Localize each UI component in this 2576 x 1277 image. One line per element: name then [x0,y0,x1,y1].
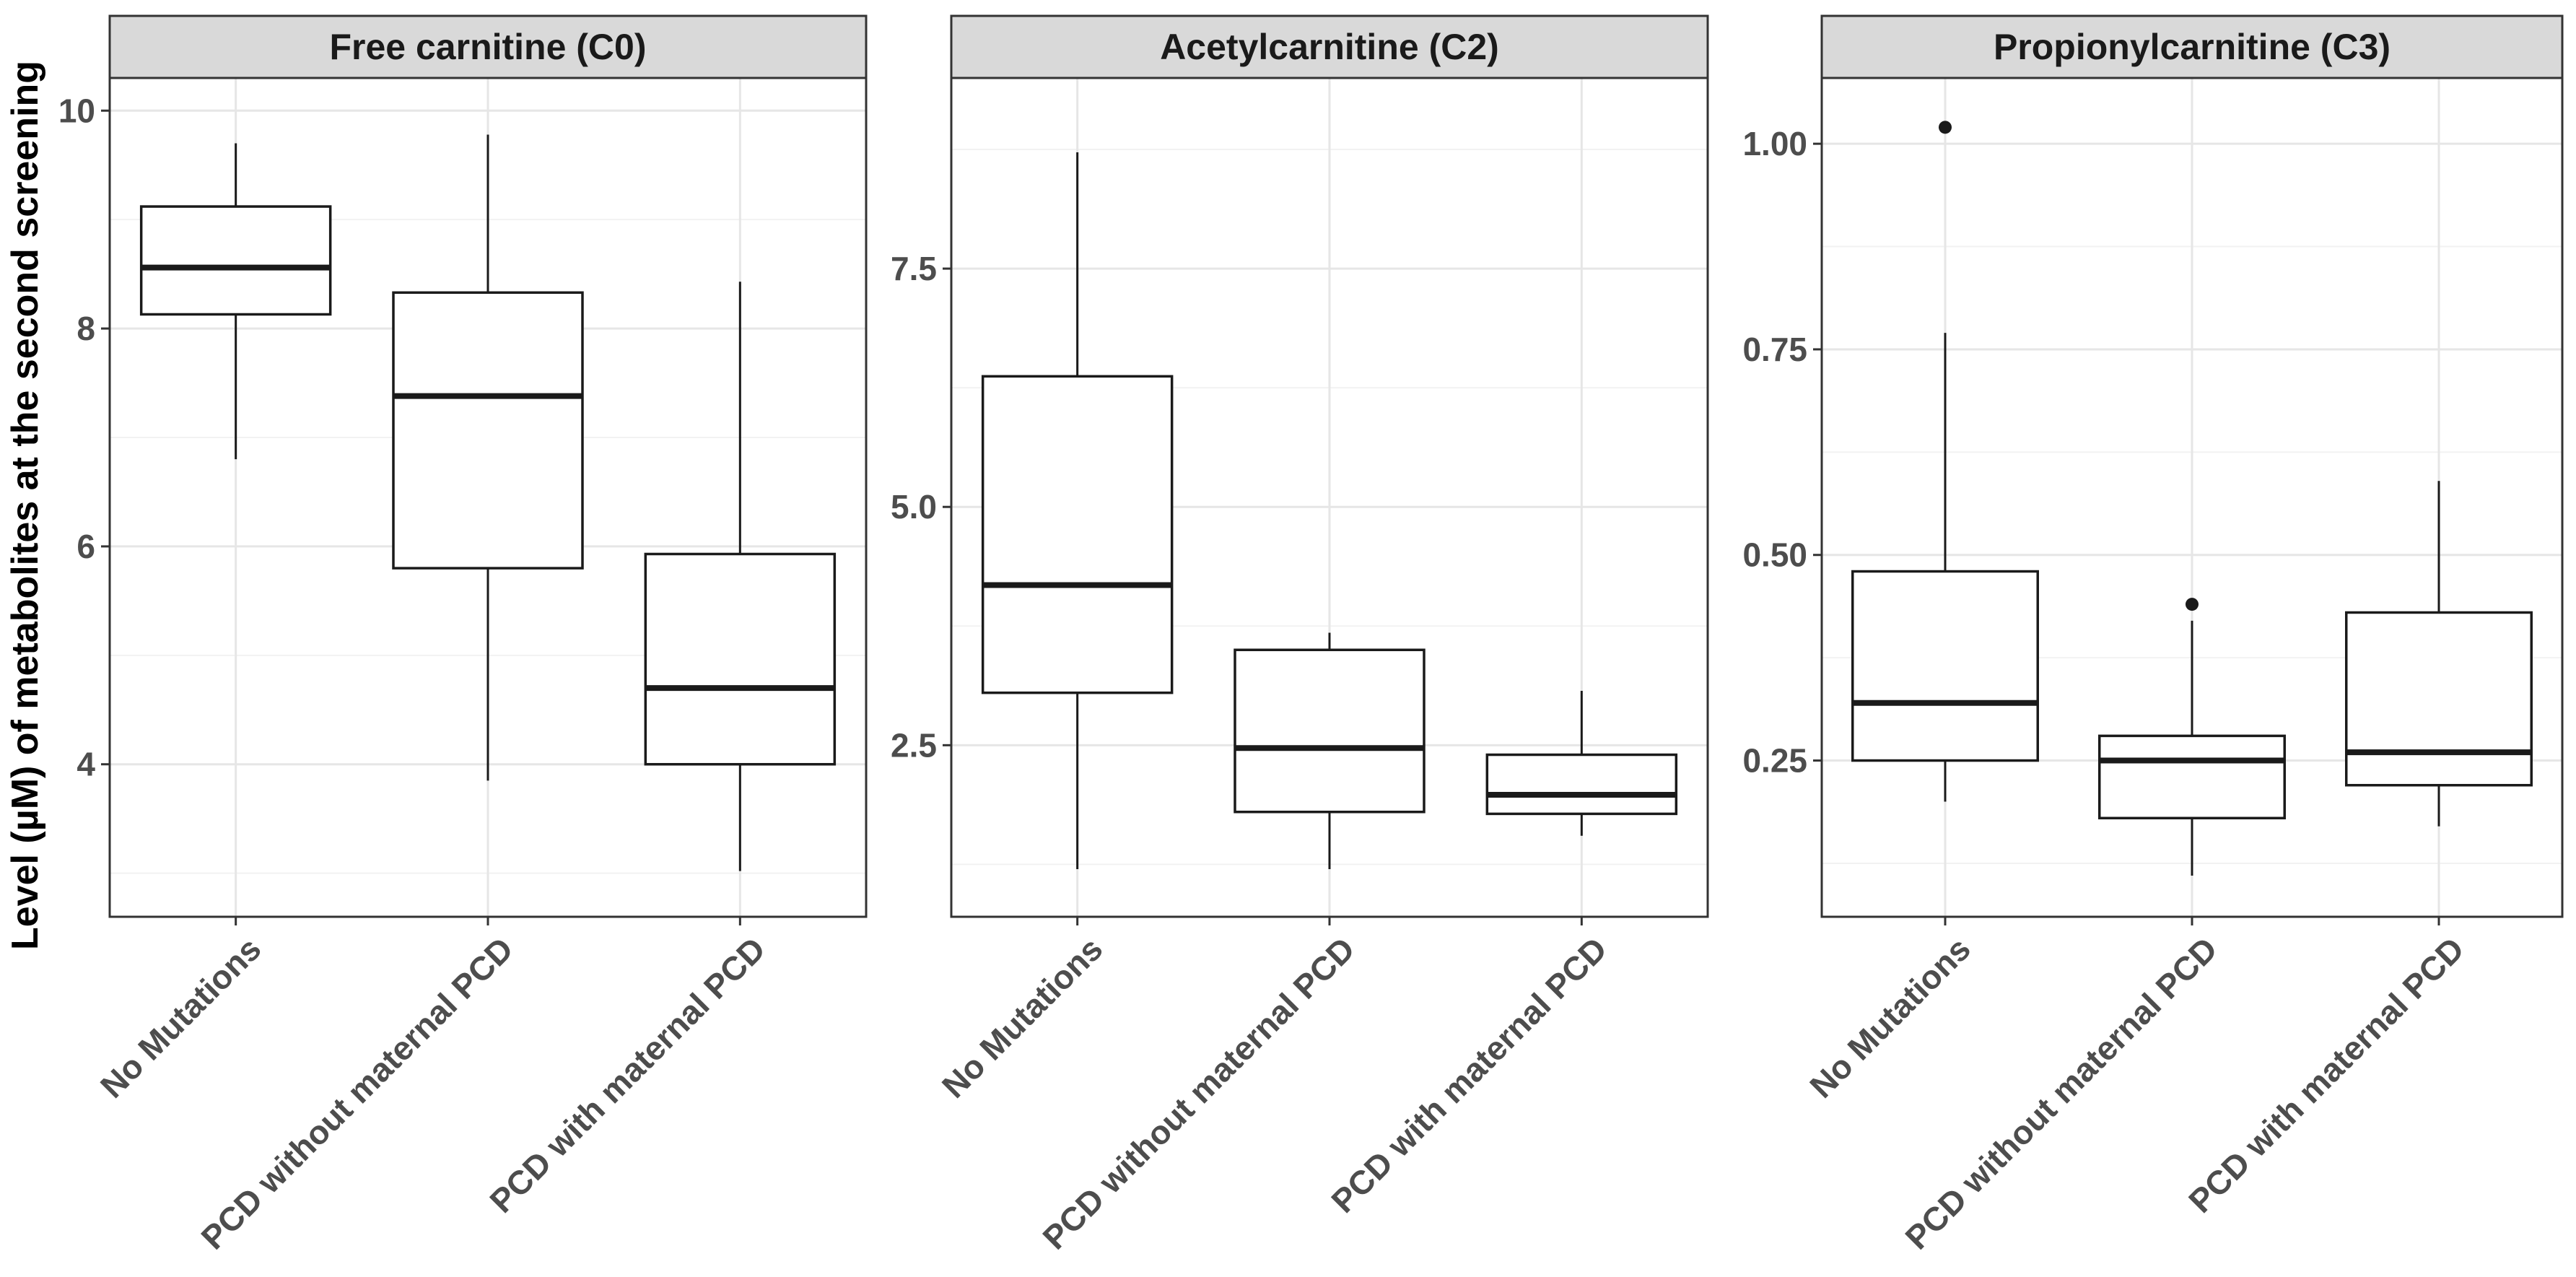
box-1 [1851,121,2039,802]
box-iqr [644,552,837,766]
box-iqr [981,375,1174,694]
box-3 [644,282,837,871]
y-tick-label: 10 [58,92,95,129]
box-3 [2345,481,2533,827]
outlier-point [1939,121,1952,134]
y-tick-label: 2.5 [891,726,937,764]
x-tick-label: PCD with maternal PCD [482,930,772,1220]
facet-title: Propionylcarnitine (C3) [1994,27,2391,67]
y-tick-label: 6 [77,528,95,565]
y-tick-label: 0.75 [1742,331,1807,368]
x-tick-label: No Mutations [1802,930,1978,1105]
box-2 [392,134,584,781]
box-3 [1485,691,1678,836]
box-1 [139,143,332,460]
x-tick-label: No Mutations [935,930,1110,1105]
x-tick-label: PCD with maternal PCD [2181,930,2471,1220]
box-iqr [1851,570,2039,762]
box-2 [2098,598,2286,876]
y-tick-label: 0.50 [1742,536,1807,574]
box-iqr [1485,753,1678,816]
y-tick-label: 4 [77,746,95,783]
facet-strip [1820,14,2564,79]
outlier-point [2186,598,2199,611]
y-tick-label: 1.00 [1742,125,1807,162]
y-axis-title: Level (µM) of metabolites at the second … [4,61,46,950]
box-iqr [392,291,584,570]
x-tick-label: PCD with maternal PCD [1324,930,1614,1220]
facet-panel: Acetylcarnitine (C2) 2.5 5.0 7.5 No Mutation… [891,14,1709,1257]
facet-title: Free carnitine (C0) [329,27,646,67]
box-2 [1234,632,1425,869]
facet-title: Acetylcarnitine (C2) [1160,27,1499,67]
y-tick-label: 0.25 [1742,742,1807,780]
panels: Free carnitine (C0) 4 6 8 10 No Mutations PCD … [58,14,2564,1257]
box-iqr [2098,734,2286,820]
box-iqr [139,205,332,316]
box-iqr [1234,648,1425,814]
facet-panel: Free carnitine (C0) 4 6 8 10 No Mutations PCD … [58,14,868,1257]
y-tick-label: 7.5 [891,250,937,287]
facet-panel: Propionylcarnitine (C3) 0.25 0.50 0.75 1.00 N… [1742,14,2564,1257]
facet-strip [950,14,1709,79]
facet-strip [108,14,868,79]
y-tick-label: 5.0 [891,488,937,526]
box-1 [981,152,1174,869]
y-tick-label: 8 [77,310,95,347]
box-iqr [2345,611,2533,787]
x-tick-label: No Mutations [93,930,268,1105]
